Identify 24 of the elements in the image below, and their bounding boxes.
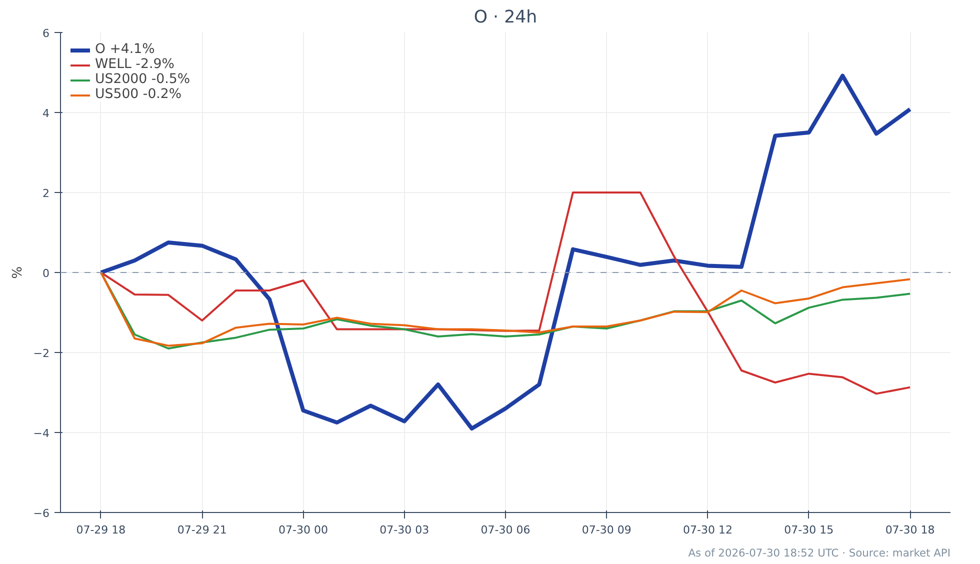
y-tick-label: 0 <box>42 267 50 280</box>
legend-label: WELL -2.9% <box>95 57 174 72</box>
x-tick-label: 07-30 00 <box>278 524 328 536</box>
x-tick-label: 07-30 15 <box>784 524 834 536</box>
line-series <box>100 192 912 395</box>
y-tick-label: 6 <box>42 27 50 40</box>
x-tick-label: 07-30 03 <box>380 524 430 536</box>
legend-label: O +4.1% <box>95 42 155 57</box>
x-tick-label: 07-30 09 <box>582 524 632 536</box>
x-tick-label: 07-30 12 <box>683 524 733 536</box>
x-tick-label: 07-29 21 <box>177 524 227 536</box>
y-tick-label: −6 <box>33 507 50 520</box>
y-axis-title: % <box>10 266 26 279</box>
text: As of 2026-07-30 18:52 UTC · Source: market API <box>688 546 951 560</box>
x-tick-label: 07-30 06 <box>480 524 530 536</box>
x-tick-label: 07-29 18 <box>76 524 126 536</box>
y-tick-label: 2 <box>42 187 50 200</box>
x-tick-label: 07-30 18 <box>885 524 935 536</box>
legend-label: US2000 -0.5% <box>95 72 190 87</box>
y-tick-label: −4 <box>33 427 50 440</box>
legend-label: US500 -0.2% <box>95 87 182 102</box>
y-tick-label: 4 <box>42 107 50 120</box>
chart-title: O · 24h <box>474 8 538 28</box>
y-tick-label: −2 <box>33 347 50 360</box>
